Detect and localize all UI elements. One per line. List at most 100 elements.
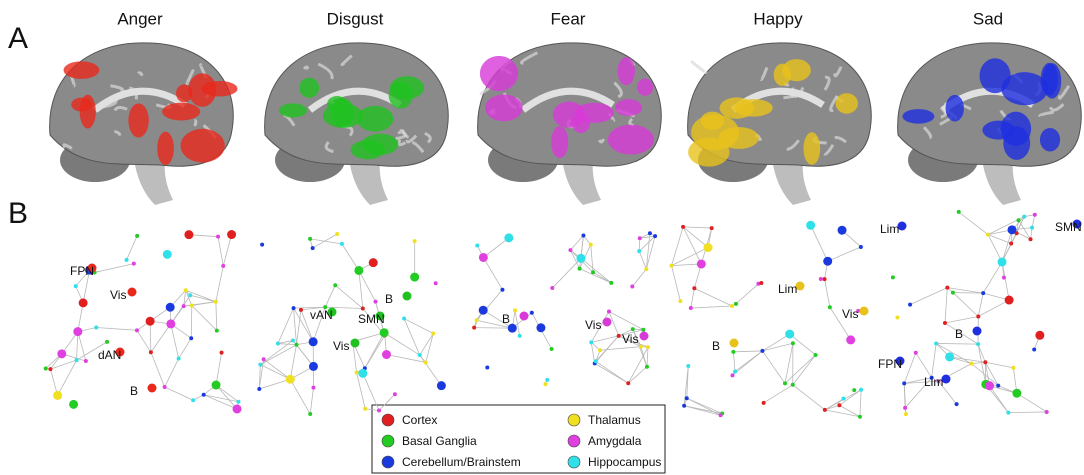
legend-swatch: [381, 455, 395, 469]
node: [1007, 225, 1017, 235]
node: [983, 360, 988, 365]
node: [513, 308, 518, 313]
edge: [259, 378, 291, 390]
edge: [935, 343, 972, 364]
node: [213, 299, 218, 304]
edge: [476, 319, 513, 329]
edge: [977, 293, 984, 317]
node: [517, 333, 522, 338]
node: [703, 243, 713, 253]
network-label: Vis: [333, 339, 349, 353]
activation: [945, 94, 964, 122]
node: [373, 299, 378, 304]
edge: [312, 306, 326, 342]
edge: [944, 322, 979, 345]
edge: [682, 226, 702, 265]
edge: [732, 350, 763, 376]
node: [73, 327, 83, 337]
legend-swatch: [381, 434, 395, 448]
node: [310, 246, 315, 251]
node: [191, 398, 196, 403]
activation: [835, 93, 858, 114]
activation: [485, 94, 523, 122]
node: [813, 352, 818, 357]
node: [568, 248, 573, 253]
node: [682, 403, 687, 408]
edge: [289, 379, 311, 415]
activation: [79, 94, 96, 129]
edge: [608, 311, 620, 336]
node: [1044, 409, 1049, 414]
edge: [1010, 216, 1025, 244]
node: [83, 358, 88, 363]
activation: [388, 81, 413, 109]
network-label: B: [502, 312, 510, 326]
node: [598, 348, 603, 353]
network-label: Vis: [622, 332, 638, 346]
node: [950, 290, 955, 295]
edge: [1001, 261, 1010, 301]
edge: [671, 247, 709, 267]
edge: [989, 385, 1009, 413]
network-label: Lim: [924, 375, 943, 389]
gyrus: [786, 139, 800, 151]
edge: [386, 354, 426, 363]
cortex: [264, 42, 449, 167]
activation: [1001, 72, 1049, 106]
node: [588, 242, 593, 247]
hub-node: [729, 338, 739, 348]
node: [761, 400, 766, 405]
edge: [364, 332, 385, 369]
edge: [383, 332, 420, 356]
node: [545, 377, 550, 382]
node: [903, 412, 908, 417]
edge: [82, 270, 90, 303]
edge: [474, 327, 513, 329]
node: [257, 386, 262, 391]
gyrus: [193, 118, 198, 127]
node: [908, 302, 913, 307]
activation: [782, 59, 811, 82]
node: [589, 340, 594, 345]
node: [996, 383, 1001, 388]
edge: [76, 341, 108, 361]
gyrus: [1038, 110, 1054, 118]
edge: [618, 335, 649, 348]
hub-node: [115, 347, 125, 357]
edge: [810, 225, 829, 262]
edge: [733, 350, 763, 353]
edge: [170, 323, 180, 359]
activation: [356, 105, 394, 132]
node: [609, 280, 614, 285]
network-label: SMN: [358, 312, 385, 326]
edge: [293, 308, 297, 345]
edge: [300, 309, 314, 342]
node: [392, 392, 397, 397]
node: [308, 412, 313, 417]
node: [74, 358, 79, 363]
edge: [136, 330, 152, 353]
activation: [551, 126, 569, 159]
node: [216, 234, 221, 239]
gyrus: [405, 134, 418, 144]
edge: [686, 397, 721, 416]
edge: [671, 263, 702, 267]
gyrus: [340, 54, 353, 67]
node: [647, 231, 652, 236]
node: [379, 328, 389, 338]
node: [507, 323, 517, 333]
activation: [700, 111, 725, 130]
edge: [325, 306, 363, 309]
node: [730, 304, 735, 309]
node: [543, 382, 548, 387]
node: [1004, 295, 1014, 305]
panel-label: A: [8, 22, 28, 55]
node: [290, 338, 295, 343]
brain: [264, 42, 449, 205]
gyrus: [613, 81, 623, 99]
node: [976, 314, 981, 319]
edge: [952, 292, 979, 317]
node: [731, 349, 736, 354]
edge: [958, 211, 989, 235]
